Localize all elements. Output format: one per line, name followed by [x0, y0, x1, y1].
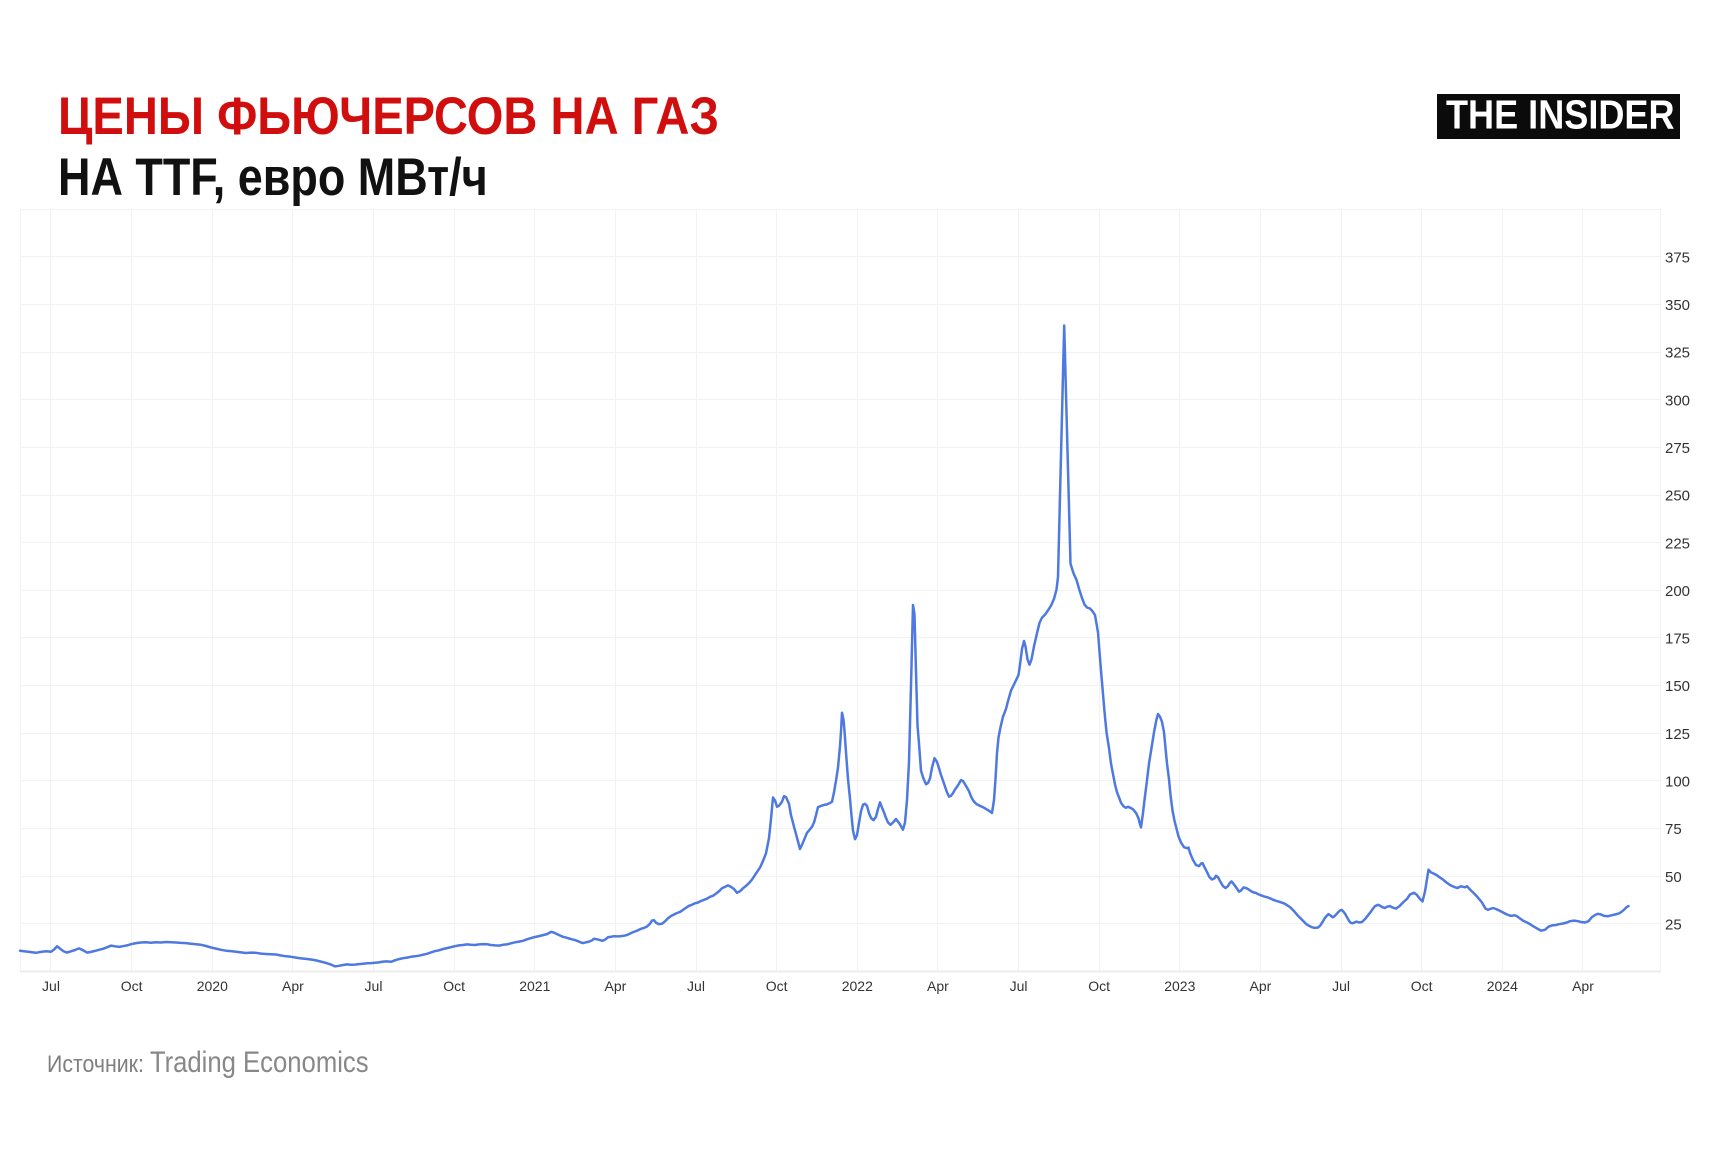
svg-text:Jul: Jul — [365, 978, 383, 994]
svg-text:Oct: Oct — [443, 978, 465, 994]
svg-text:300: 300 — [1665, 392, 1690, 409]
svg-text:200: 200 — [1665, 583, 1690, 600]
svg-text:175: 175 — [1665, 631, 1690, 648]
svg-text:Oct: Oct — [1088, 978, 1110, 994]
svg-text:Jul: Jul — [687, 978, 705, 994]
svg-text:125: 125 — [1665, 726, 1690, 743]
svg-text:Jul: Jul — [1010, 978, 1028, 994]
svg-text:Oct: Oct — [1411, 978, 1433, 994]
svg-text:325: 325 — [1665, 345, 1690, 362]
svg-text:2021: 2021 — [519, 978, 550, 994]
svg-text:350: 350 — [1665, 297, 1690, 314]
svg-text:2023: 2023 — [1164, 978, 1195, 994]
svg-text:Apr: Apr — [605, 978, 627, 994]
svg-text:250: 250 — [1665, 488, 1690, 505]
svg-text:2024: 2024 — [1487, 978, 1518, 994]
svg-text:2020: 2020 — [197, 978, 228, 994]
svg-text:Oct: Oct — [121, 978, 143, 994]
svg-text:75: 75 — [1665, 821, 1682, 838]
svg-text:150: 150 — [1665, 678, 1690, 695]
svg-text:225: 225 — [1665, 535, 1690, 552]
svg-text:Apr: Apr — [1250, 978, 1272, 994]
svg-text:Apr: Apr — [927, 978, 949, 994]
svg-text:375: 375 — [1665, 249, 1690, 266]
svg-text:Oct: Oct — [766, 978, 788, 994]
svg-text:Apr: Apr — [282, 978, 304, 994]
svg-text:Jul: Jul — [1332, 978, 1350, 994]
svg-text:2022: 2022 — [842, 978, 873, 994]
svg-text:Jul: Jul — [42, 978, 60, 994]
svg-text:25: 25 — [1665, 917, 1682, 934]
svg-text:275: 275 — [1665, 440, 1690, 457]
svg-text:Apr: Apr — [1572, 978, 1594, 994]
svg-text:50: 50 — [1665, 869, 1682, 886]
svg-text:100: 100 — [1665, 774, 1690, 791]
